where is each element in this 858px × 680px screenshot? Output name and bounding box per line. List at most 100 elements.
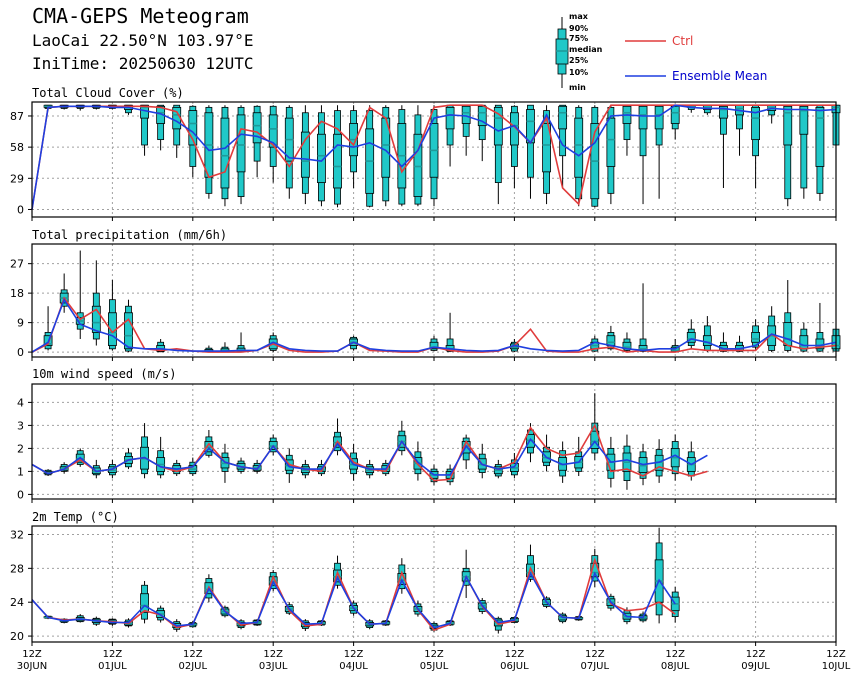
legend-box-label: median xyxy=(569,45,603,54)
box-inner xyxy=(220,117,230,189)
y-tick-label: 87 xyxy=(10,110,24,123)
y-tick-label: 28 xyxy=(10,562,24,575)
box-inner xyxy=(719,105,728,119)
panel-title: 2m Temp (°C) xyxy=(32,510,119,524)
box-inner xyxy=(413,133,423,197)
location-label: LaoCai 22.50°N 103.97°E xyxy=(32,31,254,50)
x-tick-label-date: 06JUL xyxy=(500,661,529,672)
legend-box-label: max xyxy=(569,12,589,21)
ensemble-mean-line xyxy=(31,437,708,476)
box xyxy=(413,105,423,207)
box xyxy=(670,104,680,140)
box-inner xyxy=(574,117,584,178)
panel-frame xyxy=(31,101,837,218)
box-inner xyxy=(252,112,262,144)
box xyxy=(156,104,166,151)
x-tick-label-time: 12Z xyxy=(665,649,685,660)
panel-title: 10m wind speed (m/s) xyxy=(32,367,177,381)
box xyxy=(493,104,503,205)
y-tick-label: 0 xyxy=(17,346,24,359)
box xyxy=(236,105,246,205)
box xyxy=(268,105,278,183)
box xyxy=(670,586,680,623)
box-inner xyxy=(751,332,760,343)
box xyxy=(719,104,728,188)
box xyxy=(220,105,230,207)
box-inner xyxy=(702,335,712,346)
ensemble-mean-line xyxy=(31,297,837,353)
box xyxy=(140,581,149,624)
box xyxy=(606,105,616,205)
box-inner xyxy=(493,106,503,146)
x-tick-label-time: 12Z xyxy=(424,649,444,660)
x-tick-label-date: 08JUL xyxy=(661,661,690,672)
x-tick-label-date: 09JUL xyxy=(741,661,770,672)
box xyxy=(124,299,133,353)
box-inner xyxy=(91,305,101,333)
ensemble-mean-line xyxy=(31,571,676,629)
box xyxy=(670,338,680,353)
x-tick-label-date: 01JUL xyxy=(98,661,127,672)
box-inner xyxy=(815,106,825,167)
box xyxy=(493,459,503,479)
box-inner xyxy=(558,105,568,130)
box xyxy=(365,105,375,208)
box xyxy=(783,104,793,207)
panel-1: Total Cloud Cover (%) 0 29 58 87 xyxy=(10,86,841,221)
y-tick-label: 4 xyxy=(17,396,24,409)
legend-box-label: min xyxy=(569,83,586,92)
box xyxy=(140,104,149,156)
box-inner xyxy=(542,123,551,173)
x-tick-label-date: 04JUL xyxy=(339,661,368,672)
box xyxy=(735,104,744,156)
box-inner xyxy=(783,322,793,346)
box xyxy=(236,332,246,353)
box-inner xyxy=(140,593,149,613)
panel-2: Total precipitation (mm/6h) 0 9 18 27 xyxy=(10,228,841,361)
x-axis: 12Z30JUN12Z01JUL12Z02JUL12Z03JUL12Z04JUL… xyxy=(17,649,851,672)
x-tick-label-time: 12Z xyxy=(22,649,42,660)
box-inner xyxy=(429,341,439,350)
x-tick-label-time: 12Z xyxy=(746,649,766,660)
box xyxy=(477,104,487,162)
box xyxy=(509,105,519,188)
box-inner xyxy=(686,332,696,343)
panel-frame xyxy=(31,383,837,500)
box xyxy=(108,280,117,351)
box-inner xyxy=(124,312,133,350)
x-tick-label-time: 12Z xyxy=(505,649,525,660)
box-inner xyxy=(461,105,471,124)
box xyxy=(397,420,407,456)
box-inner xyxy=(445,106,455,130)
panel-3: 10m wind speed (m/s) 0 1 2 3 4 xyxy=(17,367,837,503)
y-tick-label: 27 xyxy=(10,258,24,271)
box xyxy=(542,105,551,205)
box xyxy=(75,614,85,623)
y-tick-label: 58 xyxy=(10,141,24,154)
box xyxy=(751,104,760,188)
box-inner xyxy=(783,105,793,146)
box-inner xyxy=(333,133,342,189)
y-tick-label: 9 xyxy=(17,317,24,330)
box-inner xyxy=(606,117,616,167)
x-tick-label-date: 07JUL xyxy=(581,661,610,672)
box-inner xyxy=(799,105,809,135)
box xyxy=(799,104,809,199)
panel-title: Total precipitation (mm/6h) xyxy=(32,228,227,242)
box xyxy=(526,104,535,199)
x-tick-label-time: 12Z xyxy=(183,649,203,660)
y-tick-label: 1 xyxy=(17,465,24,478)
panel-4: 2m Temp (°C) 20 24 28 32 xyxy=(10,510,837,646)
y-tick-label: 32 xyxy=(10,528,24,541)
ctrl-line xyxy=(31,104,836,210)
box xyxy=(606,325,616,351)
box xyxy=(638,283,648,353)
x-tick-label-date: 03JUL xyxy=(259,661,288,672)
box xyxy=(204,105,214,199)
x-tick-label-date: 05JUL xyxy=(420,661,449,672)
y-tick-label: 3 xyxy=(17,419,24,432)
box-inner xyxy=(654,105,664,130)
box xyxy=(156,436,166,479)
ensemble-mean-line xyxy=(31,104,837,210)
